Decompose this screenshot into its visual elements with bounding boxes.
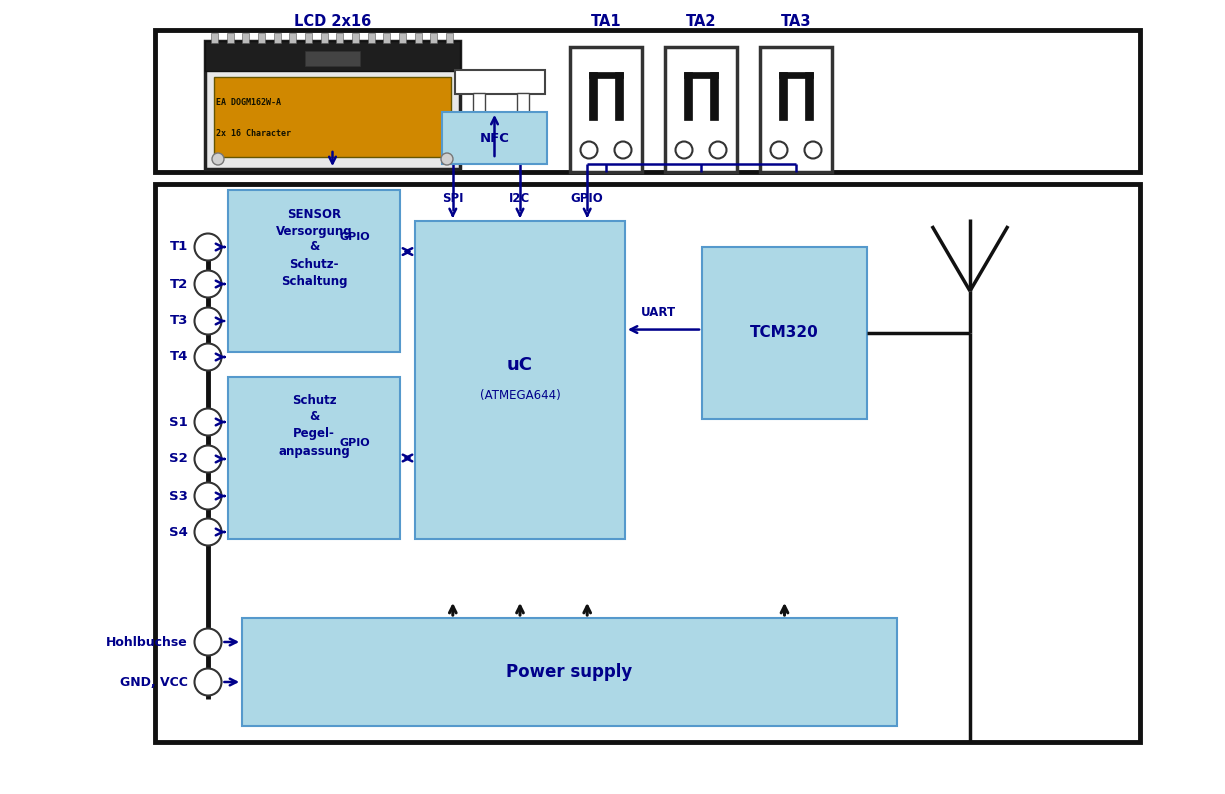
Bar (228, 190, 401, 352)
Text: LCD 2x16: LCD 2x16 (294, 14, 371, 29)
Text: SPI: SPI (442, 192, 463, 206)
Circle shape (675, 141, 692, 159)
Bar (383, 33, 391, 43)
Bar (321, 33, 328, 43)
Bar (702, 247, 867, 419)
Bar (446, 33, 453, 43)
Text: (ATMEGA644): (ATMEGA644) (480, 388, 560, 402)
Text: TA3: TA3 (780, 14, 811, 29)
Circle shape (195, 233, 222, 260)
Bar (258, 33, 265, 43)
Text: T4: T4 (169, 350, 187, 364)
Circle shape (195, 629, 222, 656)
Text: T2: T2 (170, 277, 187, 291)
Text: GPIO: GPIO (339, 438, 370, 448)
Text: NFC: NFC (479, 132, 510, 145)
Bar (454, 70, 545, 94)
Text: EA DOGM162W-A: EA DOGM162W-A (216, 98, 281, 107)
Bar (211, 33, 218, 43)
Bar (156, 184, 1140, 742)
Circle shape (441, 153, 453, 165)
Text: anpassung: anpassung (278, 445, 350, 458)
Text: Hohlbuchse: Hohlbuchse (107, 635, 187, 649)
Bar (289, 33, 296, 43)
Bar (227, 33, 234, 43)
Text: UART: UART (641, 306, 675, 319)
Text: &: & (309, 410, 320, 423)
Bar (399, 33, 407, 43)
Bar (273, 33, 281, 43)
Bar (305, 33, 312, 43)
Text: TCM320: TCM320 (750, 326, 818, 341)
Bar (368, 33, 375, 43)
Bar (805, 71, 813, 120)
Text: S3: S3 (169, 489, 187, 503)
Text: Schutz: Schutz (292, 394, 337, 407)
Text: Schaltung: Schaltung (281, 276, 347, 288)
Bar (214, 77, 451, 157)
Text: T1: T1 (170, 241, 187, 253)
Bar (473, 93, 485, 116)
Text: Power supply: Power supply (506, 663, 632, 681)
Bar (205, 41, 461, 71)
Text: T3: T3 (169, 314, 187, 327)
Circle shape (195, 445, 222, 472)
Circle shape (195, 344, 222, 371)
Text: Pegel-: Pegel- (293, 427, 334, 441)
Bar (684, 71, 692, 120)
Circle shape (709, 141, 726, 159)
Text: Versorgung: Versorgung (276, 225, 353, 237)
Circle shape (195, 307, 222, 334)
Text: uC: uC (507, 356, 533, 374)
Circle shape (771, 141, 788, 159)
Circle shape (212, 153, 224, 165)
Bar (442, 112, 548, 164)
Text: TA1: TA1 (590, 14, 621, 29)
Bar (710, 71, 718, 120)
Bar (779, 71, 786, 120)
Text: &: & (309, 241, 320, 253)
Circle shape (195, 271, 222, 298)
Bar (589, 71, 597, 120)
Bar (415, 221, 625, 539)
Bar (305, 51, 360, 66)
Bar (517, 93, 529, 116)
Circle shape (195, 408, 222, 435)
Text: Schutz-: Schutz- (289, 257, 339, 271)
Circle shape (195, 518, 222, 545)
Bar (228, 377, 401, 539)
Text: GPIO: GPIO (339, 232, 370, 241)
Text: S1: S1 (169, 415, 187, 429)
Circle shape (581, 141, 598, 159)
Circle shape (805, 141, 822, 159)
Text: SENSOR: SENSOR (287, 207, 341, 221)
Text: 2x 16 Character: 2x 16 Character (216, 129, 292, 137)
Bar (337, 33, 343, 43)
Bar (156, 30, 1140, 172)
Bar (589, 71, 624, 78)
Bar (665, 47, 737, 172)
Bar (415, 33, 421, 43)
Circle shape (615, 141, 632, 159)
Bar (430, 33, 437, 43)
Text: I2C: I2C (510, 192, 530, 206)
Bar (684, 71, 718, 78)
Bar (352, 33, 359, 43)
Bar (570, 47, 642, 172)
Text: GND, VCC: GND, VCC (120, 676, 187, 688)
Bar (243, 618, 897, 726)
Circle shape (195, 669, 222, 696)
Bar (615, 71, 624, 120)
Text: TA2: TA2 (686, 14, 717, 29)
Text: S4: S4 (169, 526, 187, 538)
Bar (243, 33, 250, 43)
Text: GPIO: GPIO (571, 192, 604, 206)
Circle shape (195, 483, 222, 510)
Text: S2: S2 (169, 453, 187, 465)
Bar (779, 71, 813, 78)
Bar (205, 41, 461, 169)
Bar (760, 47, 832, 172)
